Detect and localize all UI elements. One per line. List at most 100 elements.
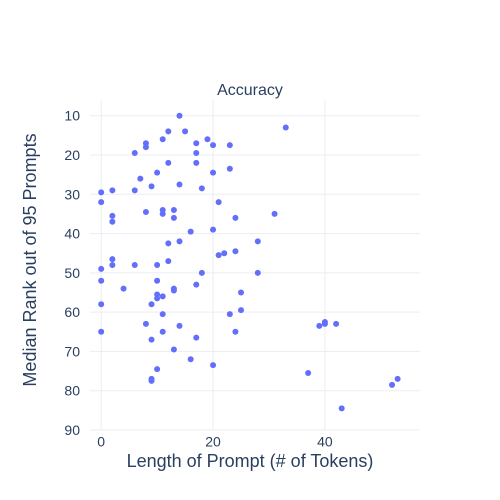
scatter-point xyxy=(176,322,183,329)
scatter-point xyxy=(154,262,161,268)
scatter-point xyxy=(232,214,239,221)
scatter-point xyxy=(109,218,116,225)
scatter-point xyxy=(170,207,177,213)
x-tick-label: 0 xyxy=(97,433,105,449)
scatter-point xyxy=(210,169,217,176)
scatter-point xyxy=(165,240,172,247)
scatter-point xyxy=(394,375,401,382)
scatter-point xyxy=(159,293,166,300)
scatter-point xyxy=(98,328,105,335)
scatter-point xyxy=(187,356,194,363)
scatter-point xyxy=(131,262,138,268)
scatter-point xyxy=(176,181,183,188)
scatter-point xyxy=(142,144,149,151)
scatter-point xyxy=(98,301,105,308)
scatter-point xyxy=(148,377,155,384)
y-tick-labels: 10 20 30 40 50 60 70 80 90 xyxy=(64,108,80,438)
x-tick-label: 40 xyxy=(317,433,333,449)
scatter-point xyxy=(154,295,161,302)
scatter-point xyxy=(198,185,205,192)
scatter-point xyxy=(165,258,172,265)
scatter-point xyxy=(215,252,222,259)
x-axis-title: Length of Prompt (# of Tokens) xyxy=(127,451,374,471)
scatter-point xyxy=(321,320,328,327)
scatter-point xyxy=(98,189,105,196)
grid-lines xyxy=(90,100,420,431)
scatter-point xyxy=(210,362,217,369)
y-tick-label: 70 xyxy=(64,343,80,359)
scatter-point xyxy=(254,238,261,245)
scatter-point xyxy=(98,199,105,206)
scatter-point xyxy=(204,136,211,143)
scatter-point xyxy=(271,210,278,217)
scatter-point xyxy=(170,214,177,221)
scatter-point xyxy=(176,238,183,245)
y-tick-label: 80 xyxy=(64,383,80,399)
scatter-point xyxy=(159,328,166,335)
scatter-point xyxy=(215,199,222,206)
scatter-point xyxy=(305,370,312,377)
scatter-point xyxy=(338,405,345,412)
scatter-point xyxy=(232,248,239,255)
scatter-point xyxy=(142,208,149,215)
scatter-point xyxy=(221,250,228,257)
scatter-point xyxy=(131,187,138,194)
scatter-point xyxy=(226,311,233,318)
scatter-point xyxy=(120,285,127,292)
scatter-point xyxy=(389,381,396,388)
y-tick-label: 60 xyxy=(64,304,80,320)
scatter-point xyxy=(210,142,217,149)
scatter-point xyxy=(193,159,200,166)
scatter-point xyxy=(109,262,116,268)
y-tick-label: 20 xyxy=(64,147,80,163)
scatter-point xyxy=(142,320,149,327)
scatter-point xyxy=(232,328,239,335)
x-tick-label: 20 xyxy=(205,433,221,449)
scatter-point xyxy=(109,256,116,263)
scatter-point xyxy=(193,281,200,288)
scatter-point xyxy=(148,336,155,343)
scatter-point xyxy=(165,128,172,135)
scatter-points xyxy=(98,112,401,412)
scatter-point xyxy=(193,334,200,341)
scatter-point xyxy=(333,320,340,327)
scatter-point xyxy=(182,128,189,135)
scatter-point xyxy=(154,366,161,373)
scatter-point xyxy=(226,142,233,149)
scatter-point xyxy=(193,140,200,147)
scatter-point xyxy=(159,136,166,143)
y-tick-label: 50 xyxy=(64,265,80,281)
scatter-point xyxy=(226,165,233,172)
scatter-point xyxy=(176,112,183,119)
scatter-point xyxy=(131,150,138,157)
chart-title: Accuracy xyxy=(217,82,283,99)
scatter-point xyxy=(254,269,261,276)
scatter-point xyxy=(98,265,105,272)
y-tick-label: 90 xyxy=(64,422,80,438)
y-tick-label: 40 xyxy=(64,226,80,242)
scatter-point xyxy=(238,289,245,296)
scatter-point xyxy=(170,287,177,294)
scatter-point xyxy=(316,322,323,329)
scatter-point xyxy=(193,150,200,157)
scatter-point xyxy=(238,307,245,314)
scatter-point xyxy=(109,212,116,219)
scatter-point xyxy=(159,210,166,217)
scatter-point xyxy=(148,301,155,308)
scatter-point xyxy=(198,269,205,276)
x-tick-labels: 0 20 40 xyxy=(97,433,333,449)
scatter-point xyxy=(98,277,105,284)
scatter-point xyxy=(148,183,155,190)
scatter-point xyxy=(210,226,217,233)
scatter-point xyxy=(187,228,194,235)
scatter-point xyxy=(109,187,116,194)
scatter-point xyxy=(154,169,161,176)
scatter-point xyxy=(170,346,177,353)
scatter-point xyxy=(154,277,161,284)
y-tick-label: 10 xyxy=(64,108,80,124)
y-axis-title: Median Rank out of 95 Prompts xyxy=(20,133,40,386)
scatter-point xyxy=(165,159,172,166)
scatter-point xyxy=(282,124,289,131)
